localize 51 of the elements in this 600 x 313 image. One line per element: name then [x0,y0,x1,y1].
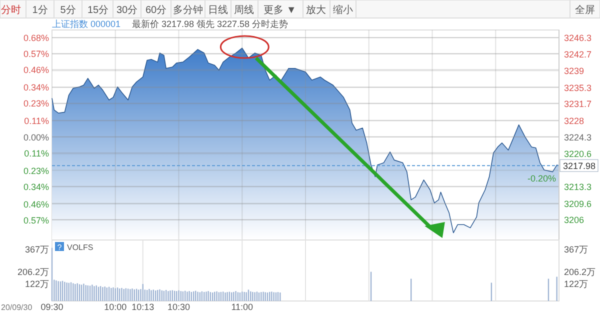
y2-tick-label: 0.11% [24,116,49,126]
y2-tick-label: 0.11% [24,148,49,158]
text: 放大 [306,4,326,16]
y2-tick-label: 0.34% [23,182,49,192]
y-tick-label: 206.2万 [17,267,49,278]
annotation: ? [57,243,62,252]
y-tick-label: 367万 [24,244,49,254]
y2-tick-label: 0.46% [23,199,49,210]
text: 日线 [208,4,228,16]
x-tick-label: 10:30 [167,302,190,312]
text: 更多 ▼ [264,4,296,16]
ref-line-label: 3217.98 [563,161,596,172]
y-tick-label: 3213.3 [564,182,592,192]
x-tick-label: 10:00 [104,302,127,312]
y-tick-label: 3235.3 [564,82,592,93]
y-tick-label: 122万 [24,279,49,290]
y-tick-label: 3242.7 [564,49,592,60]
text: 1分 [32,4,48,16]
text: 20/09/30 [1,303,33,312]
y-tick-label: 3220.6 [564,149,592,160]
y-tick-label: 3206 [564,215,584,226]
y-tick-label: 3228 [564,116,584,126]
text: 多分钟 [173,4,203,16]
x-tick-label: 10:13 [132,302,154,312]
text: 分时 [1,4,21,16]
text: 30分 [116,4,138,16]
y-tick-label: 3231.7 [564,99,592,110]
y2-tick-label: 0.57% [23,49,49,60]
text: 60分 [145,4,167,16]
y-tick-label: 3246.3 [564,33,592,44]
y2-tick-label: 0.23% [23,98,49,109]
text: 5分 [60,4,76,16]
y2-tick-label: 0.46% [23,65,49,76]
text: 周线 [234,4,254,16]
y2-tick-label: 0.23% [23,166,49,176]
text: 15分 [87,4,109,16]
y2-tick-label: 0.00% [23,132,49,142]
annotation: VOLFS [67,243,94,252]
y-tick-label: 3239 [564,66,584,76]
y-tick-label: 3209.6 [564,198,592,209]
x-tick-label: 11:00 [231,302,254,312]
text: 全屏 [575,4,595,16]
annotation: -0.20% [527,174,556,184]
x-tick-label: 09:30 [40,302,64,312]
chart-title: 上证指数 000001 [52,19,121,29]
y2-tick-label: 0.68% [23,33,49,44]
y2-tick-label: 0.57% [23,215,49,226]
chart-subtitle: 最新价 3217.98 领先 3227.58 分时走势 [132,19,288,29]
y-tick-label: 3224.3 [564,132,592,143]
y2-tick-label: 0.34% [23,82,49,93]
text: 缩小 [333,4,353,16]
